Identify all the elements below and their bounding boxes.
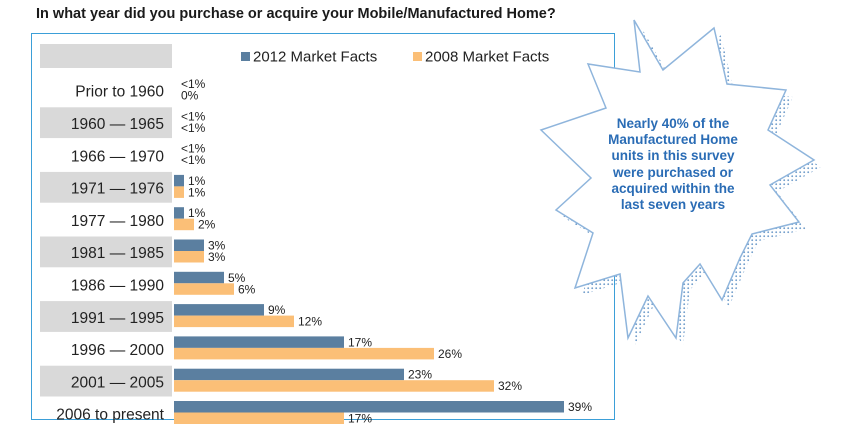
data-label: <1% — [181, 142, 206, 156]
bar-2008 — [174, 315, 294, 328]
callout-line: units in this survey — [611, 148, 735, 164]
callout-line: Nearly 40% of the — [616, 116, 730, 131]
data-label: 1% — [188, 206, 206, 220]
data-label: 17% — [348, 335, 372, 349]
callout-text: Nearly 40% of the Manufactured Home unit… — [596, 116, 750, 213]
row-band — [40, 107, 172, 139]
callout-line: last seven years — [620, 197, 726, 213]
category-label: 1986 — 1990 — [71, 277, 164, 294]
bar-2012 — [174, 271, 224, 284]
bar-2008 — [174, 186, 184, 198]
callout-line: Manufactured Home — [608, 132, 738, 148]
callout-star — [539, 19, 816, 341]
bar-2008 — [174, 251, 204, 263]
bar-2008 — [174, 218, 194, 231]
category-label: 1966 — 1970 — [71, 148, 164, 165]
data-label: 5% — [228, 271, 246, 285]
category-label: 1991 — 1995 — [71, 310, 164, 327]
data-label: 23% — [408, 368, 432, 382]
bar-2012 — [174, 239, 204, 251]
bar-2008 — [174, 347, 434, 360]
data-label: 39% — [568, 400, 592, 414]
data-label: 3% — [208, 239, 226, 253]
category-label: 2001 — 2005 — [71, 374, 164, 391]
bar-2012 — [174, 336, 344, 348]
row-band — [40, 365, 172, 397]
data-label: 17% — [348, 412, 372, 424]
data-label: 26% — [438, 347, 462, 361]
bar-2012 — [174, 207, 184, 219]
data-label: 1% — [188, 174, 206, 188]
bar-2012 — [174, 401, 564, 413]
row-band — [40, 236, 172, 268]
data-label: <1% — [181, 121, 206, 135]
category-label: Prior to 1960 — [75, 84, 164, 101]
chart-question-title: In what year did you purchase or acquire… — [36, 6, 556, 22]
category-label: 1971 — 1976 — [71, 181, 164, 198]
callout-line: acquired within the — [611, 180, 735, 196]
data-label: 6% — [238, 282, 256, 296]
bar-2008 — [174, 380, 494, 392]
legend-label: 2008 Market Facts — [425, 49, 549, 66]
data-label: <1% — [181, 77, 206, 91]
data-label: <1% — [181, 153, 206, 167]
bar-2012 — [174, 368, 404, 381]
callout-line: were purchased or — [612, 164, 734, 180]
row-band — [40, 171, 172, 203]
bar-2012 — [174, 174, 184, 187]
data-label: 9% — [268, 303, 286, 317]
legend-label: 2012 Market Facts — [253, 49, 377, 66]
legend-swatch — [241, 52, 250, 61]
data-label: 32% — [498, 379, 522, 393]
data-label: 2% — [198, 218, 216, 232]
data-label: 3% — [208, 250, 226, 264]
header-band — [40, 44, 172, 68]
bar-2012 — [174, 304, 264, 316]
category-label: 2006 to present — [56, 407, 164, 424]
category-label: 1996 — 2000 — [71, 342, 164, 359]
data-label: 0% — [181, 89, 199, 103]
category-label: 1960 — 1965 — [71, 116, 164, 133]
category-label: 1977 — 1980 — [71, 213, 164, 230]
bar-2008 — [174, 412, 344, 424]
data-label: <1% — [181, 109, 206, 123]
legend-swatch — [413, 52, 422, 61]
data-label: 12% — [298, 315, 322, 329]
bar-2008 — [174, 283, 234, 295]
category-label: 1981 — 1985 — [71, 245, 164, 262]
data-label: 1% — [188, 185, 206, 199]
row-band — [40, 301, 172, 332]
